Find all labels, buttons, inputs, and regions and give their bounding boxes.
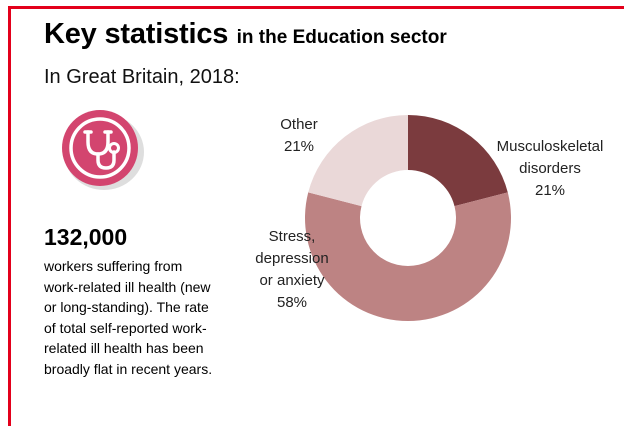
slice-musculoskeletal — [408, 115, 508, 207]
slice-musculoskeletal-label: Musculoskeletal disorders 21% — [497, 138, 604, 199]
subtitle: In Great Britain, 2018: — [44, 66, 240, 88]
slice-other-label: Other 21% — [280, 116, 318, 155]
stethoscope-icon — [48, 102, 156, 202]
page-title: Key statistics in the Education sector — [44, 18, 447, 51]
title-sector: in the Education sector — [236, 27, 447, 48]
slice-stress-depression-anxiety — [305, 192, 511, 321]
slice-stress-depression-anxiety-label: Stress, depression or anxiety 58% — [255, 228, 328, 311]
stat-description: workers suffering from work-related ill … — [44, 258, 213, 377]
donut-labels: Musculoskeletal disorders 21% Stress, depres… — [255, 116, 603, 311]
donut-slices — [305, 115, 511, 321]
title-main: Key statistics — [44, 18, 229, 50]
red-border-left — [8, 6, 11, 426]
red-border-top — [8, 6, 624, 9]
donut-chart: Musculoskeletal disorders 21% Stress, depres… — [255, 115, 603, 321]
stat-number: 132,000 — [44, 224, 128, 250]
slice-other — [308, 115, 408, 207]
